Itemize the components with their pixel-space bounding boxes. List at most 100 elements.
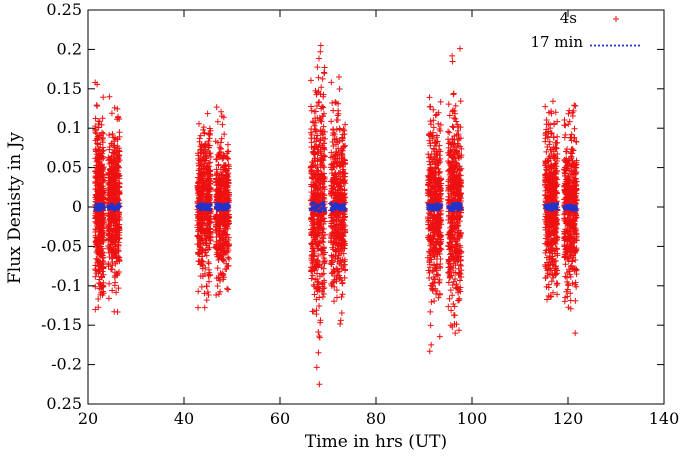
data-point-4s xyxy=(106,143,113,150)
data-point-4s xyxy=(108,110,115,117)
data-point-4s xyxy=(195,186,202,193)
data-point-4s xyxy=(195,304,202,311)
data-point-4s xyxy=(205,131,212,138)
data-point-4s xyxy=(204,289,211,296)
data-point-4s xyxy=(105,225,112,232)
data-point-4s xyxy=(206,278,213,285)
data-point-4s xyxy=(197,132,204,139)
data-point-4s xyxy=(205,291,212,298)
data-point-4s xyxy=(113,289,120,296)
data-point-4s xyxy=(221,250,228,257)
data-point-4s xyxy=(202,247,209,254)
data-point-4s xyxy=(105,237,112,244)
data-point-4s xyxy=(93,237,100,244)
data-point-4s xyxy=(93,102,100,109)
data-point-4s xyxy=(206,197,213,204)
data-point-4s xyxy=(106,131,113,138)
data-point-4s xyxy=(113,217,120,224)
data-point-4s xyxy=(99,176,106,183)
data-point-4s xyxy=(204,110,211,117)
data-point-4s xyxy=(205,144,212,151)
data-point-4s xyxy=(201,290,208,297)
data-point-4s xyxy=(96,184,103,191)
data-point-4s xyxy=(97,268,104,275)
data-point-4s xyxy=(106,182,113,189)
data-point-4s xyxy=(92,168,99,175)
data-point-17min xyxy=(439,203,443,207)
data-point-4s xyxy=(93,270,100,277)
data-point-4s xyxy=(105,245,112,252)
data-point-4s xyxy=(224,141,231,148)
data-point-4s xyxy=(95,152,102,159)
data-point-4s xyxy=(207,153,214,160)
data-point-4s xyxy=(93,213,100,220)
data-point-4s xyxy=(95,295,102,302)
data-point-4s xyxy=(196,195,203,202)
data-point-4s xyxy=(97,220,104,227)
data-point-4s xyxy=(199,173,206,180)
data-point-4s xyxy=(199,272,206,279)
data-point-4s xyxy=(112,227,119,234)
data-point-4s xyxy=(99,190,106,197)
data-point-4s xyxy=(97,281,104,288)
data-point-4s xyxy=(200,126,207,133)
data-point-4s xyxy=(115,114,122,121)
data-point-4s xyxy=(195,120,202,127)
data-point-4s xyxy=(95,165,102,172)
data-point-4s xyxy=(203,297,210,304)
data-point-4s xyxy=(218,255,225,262)
data-point-4s xyxy=(109,212,116,219)
data-point-4s xyxy=(194,217,201,224)
data-point-4s xyxy=(220,114,227,121)
data-point-4s xyxy=(220,271,227,278)
data-point-4s xyxy=(106,93,113,100)
data-point-4s xyxy=(92,267,99,274)
data-point-17min xyxy=(343,208,347,212)
data-point-4s xyxy=(200,124,207,131)
data-point-4s xyxy=(203,155,210,162)
data-point-4s xyxy=(200,187,207,194)
data-point-4s xyxy=(94,242,101,249)
data-point-4s xyxy=(97,141,104,148)
data-point-4s xyxy=(206,171,213,178)
data-point-4s xyxy=(215,257,222,264)
data-point-4s xyxy=(99,228,106,235)
data-point-4s xyxy=(106,195,113,202)
data-point-4s xyxy=(105,231,112,238)
data-point-4s xyxy=(199,193,206,200)
data-point-4s xyxy=(205,213,212,220)
data-point-4s xyxy=(100,259,107,266)
data-point-4s xyxy=(107,181,114,188)
data-point-4s xyxy=(105,263,112,270)
data-point-4s xyxy=(112,179,119,186)
data-point-4s xyxy=(92,115,99,122)
data-point-4s xyxy=(111,198,118,205)
data-point-4s xyxy=(98,194,105,201)
data-point-4s xyxy=(195,288,202,295)
data-point-4s xyxy=(195,150,202,157)
data-point-17min xyxy=(312,201,316,205)
data-point-4s xyxy=(218,108,225,115)
data-point-4s xyxy=(198,215,205,222)
data-point-4s xyxy=(225,254,232,261)
data-point-4s xyxy=(197,161,204,168)
data-point-4s xyxy=(109,287,116,294)
data-point-4s xyxy=(99,129,106,136)
data-point-4s xyxy=(112,253,119,260)
data-point-4s xyxy=(110,170,117,177)
data-point-4s xyxy=(114,190,121,197)
data-point-4s xyxy=(206,191,213,198)
data-point-4s xyxy=(92,273,99,280)
data-point-4s xyxy=(214,118,221,125)
data-point-4s xyxy=(116,257,123,264)
data-point-4s xyxy=(116,211,123,218)
data-point-4s xyxy=(194,182,201,189)
data-point-4s xyxy=(109,130,116,137)
data-point-4s xyxy=(206,125,213,132)
data-point-4s xyxy=(224,231,231,238)
data-point-4s xyxy=(194,233,201,240)
data-point-17min xyxy=(323,208,327,212)
data-point-4s xyxy=(111,164,118,171)
data-point-4s xyxy=(111,104,118,111)
